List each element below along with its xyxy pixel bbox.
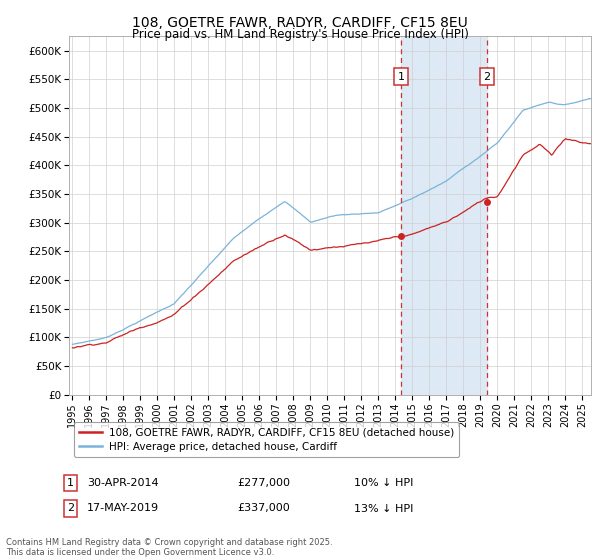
Text: 108, GOETRE FAWR, RADYR, CARDIFF, CF15 8EU: 108, GOETRE FAWR, RADYR, CARDIFF, CF15 8… <box>132 16 468 30</box>
Text: 1: 1 <box>398 72 404 82</box>
Legend: 108, GOETRE FAWR, RADYR, CARDIFF, CF15 8EU (detached house), HPI: Average price,: 108, GOETRE FAWR, RADYR, CARDIFF, CF15 8… <box>74 422 459 457</box>
Text: 17-MAY-2019: 17-MAY-2019 <box>87 503 159 514</box>
Text: 13% ↓ HPI: 13% ↓ HPI <box>354 503 413 514</box>
Text: 10% ↓ HPI: 10% ↓ HPI <box>354 478 413 488</box>
Text: 2: 2 <box>484 72 491 82</box>
Text: 1: 1 <box>67 478 74 488</box>
Text: Price paid vs. HM Land Registry's House Price Index (HPI): Price paid vs. HM Land Registry's House … <box>131 28 469 41</box>
Bar <box>401 36 487 395</box>
Text: £277,000: £277,000 <box>237 478 290 488</box>
Text: 30-APR-2014: 30-APR-2014 <box>87 478 158 488</box>
Text: 2: 2 <box>67 503 74 514</box>
Text: £337,000: £337,000 <box>237 503 290 514</box>
Text: Contains HM Land Registry data © Crown copyright and database right 2025.
This d: Contains HM Land Registry data © Crown c… <box>6 538 332 557</box>
